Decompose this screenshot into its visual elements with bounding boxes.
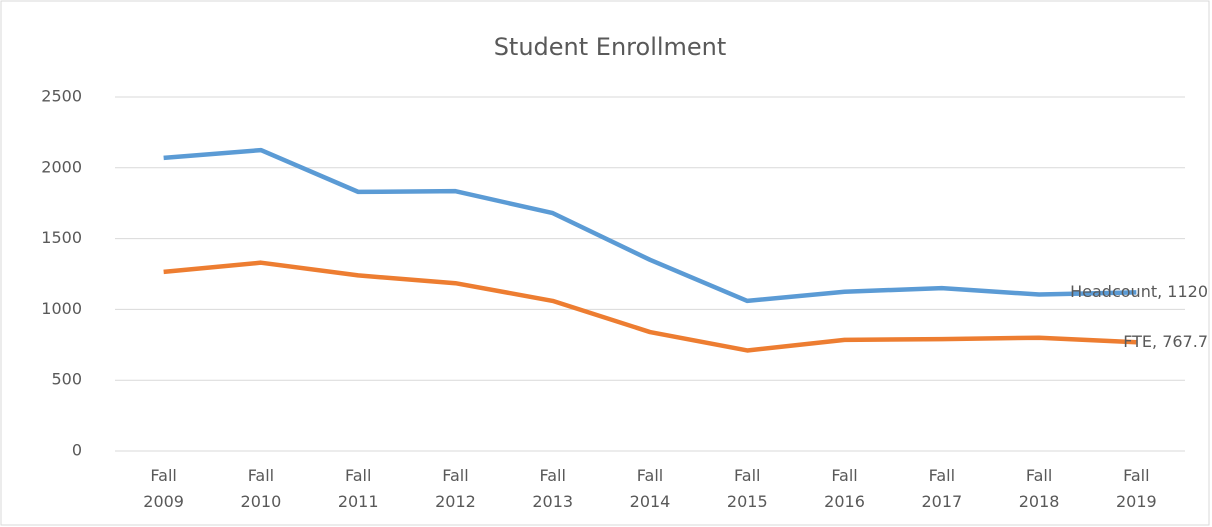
x-tick-label: Fall 2009 bbox=[143, 466, 184, 511]
y-tick-label: 500 bbox=[51, 370, 82, 389]
x-tick-label: Fall 2019 bbox=[1116, 466, 1157, 511]
x-tick-label: Fall 2018 bbox=[1019, 466, 1060, 511]
y-tick-label: 1000 bbox=[41, 299, 82, 318]
x-tick-label: Fall 2017 bbox=[921, 466, 962, 511]
x-tick-label: Fall 2016 bbox=[824, 466, 865, 511]
x-tick-label: Fall 2015 bbox=[727, 466, 768, 511]
x-tick-label: Fall 2014 bbox=[630, 466, 671, 511]
data-label: FTE, 767.7 bbox=[1123, 332, 1208, 351]
series-line bbox=[163, 147, 1137, 304]
chart-title: Student Enrollment bbox=[494, 33, 727, 61]
y-tick-label: 2000 bbox=[41, 157, 82, 176]
x-tick-label: Fall 2010 bbox=[241, 466, 282, 511]
y-tick-label: 0 bbox=[72, 441, 82, 460]
x-tick-label: Fall 2012 bbox=[435, 466, 476, 511]
x-tick-label: Fall 2013 bbox=[532, 466, 573, 511]
series-line bbox=[163, 260, 1137, 353]
y-tick-label: 1500 bbox=[41, 228, 82, 247]
x-tick-label: Fall 2011 bbox=[338, 466, 379, 511]
data-label: Headcount, 1120 bbox=[1070, 282, 1208, 301]
y-tick-label: 2500 bbox=[41, 87, 82, 106]
